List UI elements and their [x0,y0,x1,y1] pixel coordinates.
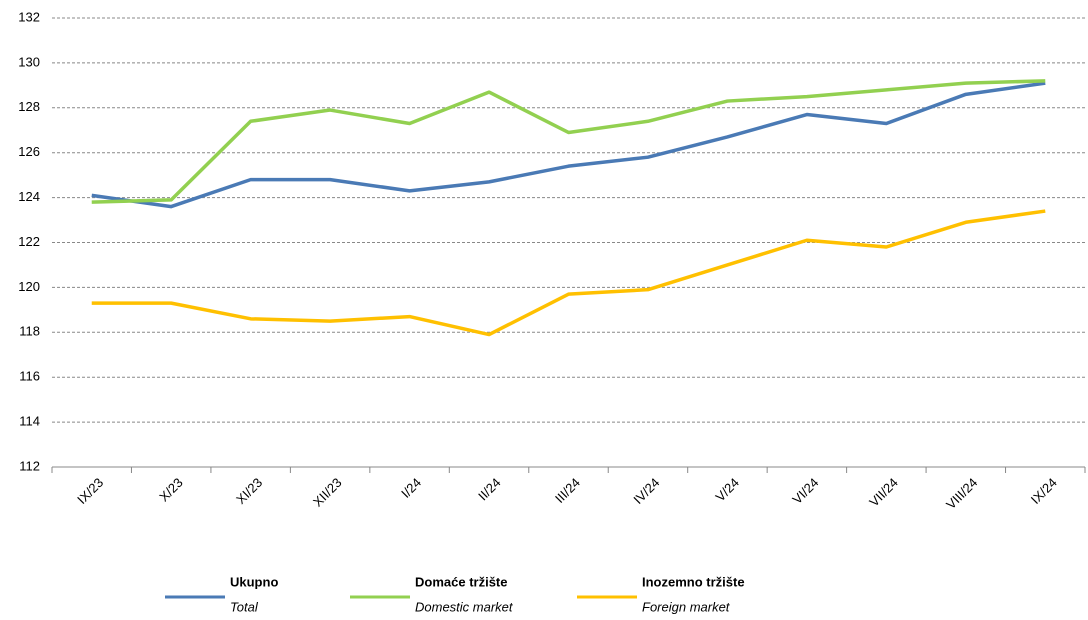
y-tick-label: 126 [18,144,40,159]
x-tick-label: XI/23 [233,475,265,507]
series-line [91,81,1046,209]
x-tick-label: IX/24 [1028,475,1060,507]
y-tick-label: 128 [18,99,40,114]
x-tick-label: IX/23 [74,475,106,507]
y-tick-label: 124 [18,189,40,204]
x-tick-label: X/23 [156,475,186,505]
x-tick-label: IV/24 [630,475,662,507]
x-tick-label: III/24 [552,475,583,506]
legend-label: Domaće tržište [415,574,507,589]
legend-label: Ukupno [230,574,278,589]
y-tick-label: 116 [19,369,40,384]
y-tick-label: 132 [18,9,40,24]
legend-label: Inozemno tržište [642,574,745,589]
x-tick-label: I/24 [398,475,424,501]
x-tick-label: VIII/24 [943,475,980,512]
x-tick-label: V/24 [712,475,742,505]
x-tick-label: II/24 [475,475,503,503]
legend-label-en: Total [230,599,259,614]
x-tick-label: VII/24 [866,475,901,510]
y-tick-label: 122 [18,234,40,249]
y-tick-label: 118 [19,324,40,339]
y-tick-label: 114 [19,414,40,429]
series-line [91,79,1046,204]
y-tick-label: 112 [19,458,40,473]
legend-label-en: Foreign market [642,599,731,614]
y-tick-label: 120 [18,279,40,294]
x-tick-label: XII/23 [310,475,345,510]
y-tick-label: 130 [18,54,40,69]
legend-label-en: Domestic market [415,599,514,614]
series-line [91,209,1046,337]
x-tick-label: VI/24 [789,475,821,507]
